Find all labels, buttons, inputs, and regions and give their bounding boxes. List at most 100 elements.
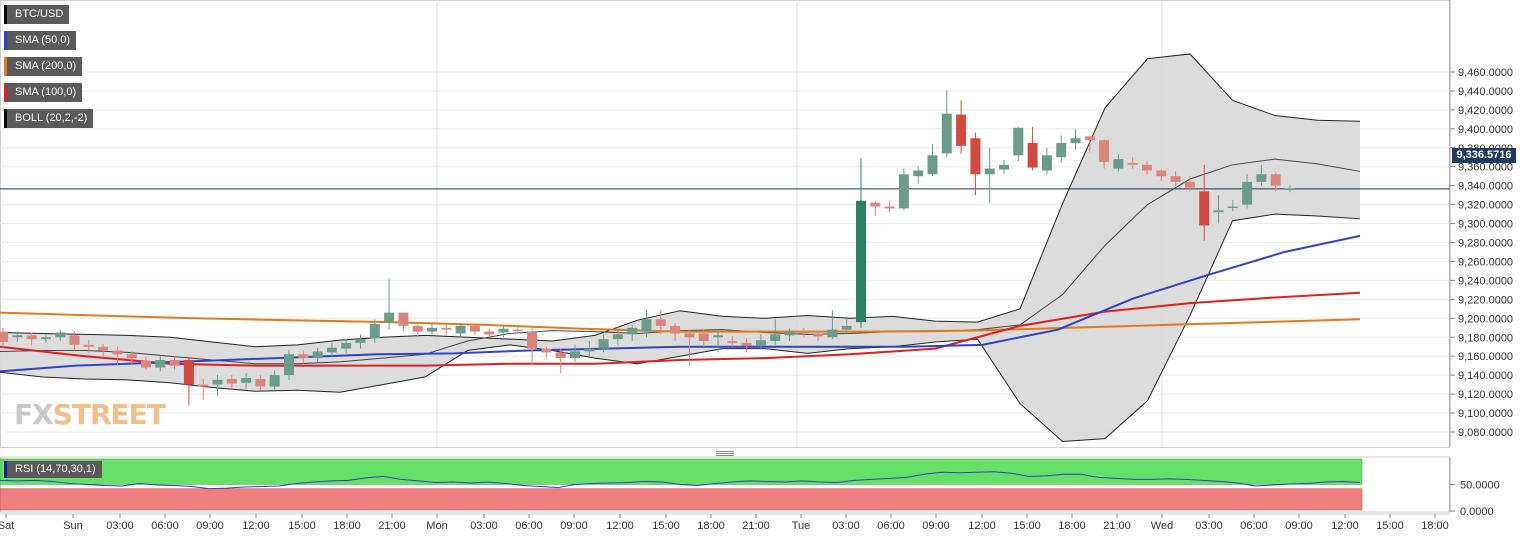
candle-body bbox=[169, 359, 180, 366]
candle-body bbox=[1184, 181, 1195, 188]
candle-body bbox=[684, 333, 695, 338]
candle-body bbox=[527, 331, 538, 349]
x-tick-label: 15:00 bbox=[1013, 520, 1041, 532]
x-tick-label: 18:00 bbox=[1421, 520, 1449, 532]
current-price-badge: 9,336.5716 bbox=[1452, 148, 1516, 163]
legend-sma200-label: SMA (200,0) bbox=[15, 60, 77, 72]
candle-body bbox=[698, 333, 709, 342]
candle-body bbox=[1070, 138, 1081, 144]
candle-body bbox=[1156, 170, 1167, 177]
candle-body bbox=[326, 347, 337, 353]
candle-body bbox=[1285, 188, 1295, 190]
x-tick-label: 06:00 bbox=[515, 520, 543, 532]
legend-sma100[interactable]: SMA (100,0) bbox=[4, 83, 83, 102]
candle-body bbox=[98, 346, 109, 351]
candle-body bbox=[312, 351, 323, 359]
watermark-street: STREET bbox=[52, 398, 166, 431]
candle-body bbox=[1242, 181, 1253, 205]
x-tick-label: 21:00 bbox=[378, 520, 406, 532]
candle-body bbox=[798, 331, 809, 334]
candle-body bbox=[1013, 127, 1024, 156]
y-tick-label: 9,280.0000 bbox=[1458, 238, 1513, 250]
y-tick-label: 9,440.0000 bbox=[1458, 86, 1513, 98]
candle-body bbox=[784, 331, 795, 336]
fxstreet-watermark: FXSTREET bbox=[14, 398, 166, 431]
candle-body bbox=[827, 329, 838, 338]
candle-body bbox=[856, 200, 866, 323]
legend-symbol[interactable]: BTC/USD bbox=[4, 5, 70, 24]
x-tick-label: 09:00 bbox=[560, 520, 588, 532]
candle-body bbox=[970, 138, 981, 175]
candle-body bbox=[1099, 140, 1110, 162]
candle-body bbox=[427, 327, 437, 332]
candle-body bbox=[1142, 164, 1152, 171]
pane-splitter-handle[interactable] bbox=[716, 451, 734, 456]
candle-body bbox=[841, 325, 852, 330]
x-tick-label: 18:00 bbox=[1058, 520, 1086, 532]
x-tick-label: 12:00 bbox=[242, 520, 270, 532]
y-tick-label: 9,320.0000 bbox=[1458, 200, 1513, 212]
candle-body bbox=[570, 351, 580, 359]
candle-body bbox=[1270, 174, 1281, 186]
candle-body bbox=[83, 344, 94, 347]
candle-body bbox=[412, 325, 423, 332]
y-tick-label: 9,240.0000 bbox=[1458, 275, 1513, 287]
x-tick-label: 21:00 bbox=[742, 520, 770, 532]
candle-body bbox=[1027, 143, 1038, 168]
candle-body bbox=[384, 312, 395, 323]
candle-body bbox=[1213, 210, 1224, 213]
candle-body bbox=[1056, 143, 1067, 158]
legend-sma50[interactable]: SMA (50,0) bbox=[4, 31, 77, 50]
y-tick-label: 9,460.0000 bbox=[1458, 67, 1513, 79]
candle-body bbox=[1170, 176, 1181, 182]
candle-body bbox=[512, 329, 523, 332]
candle-body bbox=[1256, 174, 1267, 182]
candle-body bbox=[112, 350, 123, 355]
y-tick-label: 9,100.0000 bbox=[1458, 408, 1513, 420]
candle-body bbox=[469, 325, 480, 332]
candle-body bbox=[755, 340, 766, 346]
x-tick-label: 03:00 bbox=[1195, 520, 1223, 532]
x-tick-label: Tue bbox=[792, 520, 811, 532]
x-tick-label: Sat bbox=[0, 520, 14, 532]
y-tick-label: 9,180.0000 bbox=[1458, 332, 1513, 344]
candle-body bbox=[884, 206, 895, 209]
candle-body bbox=[1084, 136, 1095, 141]
candle-body bbox=[69, 335, 80, 345]
y-tick-label: 9,300.0000 bbox=[1458, 219, 1513, 231]
legend-rsi[interactable]: RSI (14,70,30,1) bbox=[4, 461, 102, 478]
candlesticks bbox=[0, 89, 1295, 406]
candle-body bbox=[956, 114, 967, 146]
candle-body bbox=[212, 379, 223, 385]
sma100-line bbox=[0, 291, 1361, 367]
x-tick-label: 18:00 bbox=[333, 520, 361, 532]
candle-body bbox=[1127, 162, 1138, 165]
time-axis: Sat Sun 03:00 06:00 09:00 12:00 15:00 18:00 21:0… bbox=[0, 513, 1450, 532]
candle-body bbox=[670, 325, 681, 334]
candle-body bbox=[941, 113, 952, 154]
legend-sma200[interactable]: SMA (200,0) bbox=[4, 57, 83, 76]
x-tick-label: 03:00 bbox=[832, 520, 860, 532]
legend-boll[interactable]: BOLL (20,2,-2) bbox=[4, 109, 94, 128]
candle-body bbox=[183, 359, 194, 385]
candle-body bbox=[398, 312, 409, 326]
legend-sma100-label: SMA (100,0) bbox=[15, 86, 77, 98]
candle-body bbox=[269, 375, 280, 387]
x-tick-label: 06:00 bbox=[1240, 520, 1268, 532]
candle-body bbox=[770, 334, 781, 342]
legend-boll-label: BOLL (20,2,-2) bbox=[15, 112, 88, 124]
y-tick-label: 9,080.0000 bbox=[1458, 427, 1513, 439]
candle-body bbox=[541, 348, 552, 353]
legend-sma50-label: SMA (50,0) bbox=[15, 34, 71, 46]
candle-body bbox=[40, 337, 51, 340]
candle-body bbox=[355, 339, 366, 343]
candle-body bbox=[255, 378, 266, 387]
candle-body bbox=[1227, 206, 1238, 208]
candle-body bbox=[870, 202, 881, 207]
candle-body bbox=[612, 334, 623, 340]
candle-body bbox=[898, 174, 909, 209]
watermark-fx: FX bbox=[14, 398, 54, 431]
y-tick-label: 9,200.0000 bbox=[1458, 313, 1513, 325]
x-tick-label: 12:00 bbox=[606, 520, 634, 532]
sma50-line bbox=[0, 234, 1361, 373]
